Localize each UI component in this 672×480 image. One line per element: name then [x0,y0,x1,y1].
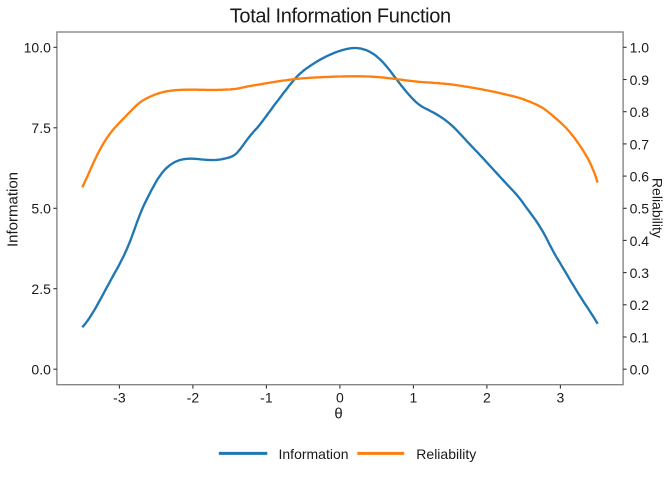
svg-text:0.9: 0.9 [630,72,650,88]
svg-text:Information: Information [5,172,22,247]
svg-text:Information: Information [279,446,349,462]
svg-text:0.8: 0.8 [630,104,650,120]
svg-text:Reliability: Reliability [650,178,666,238]
svg-text:0.0: 0.0 [630,362,650,378]
svg-text:θ: θ [334,405,342,422]
svg-text:7.5: 7.5 [31,120,51,136]
svg-text:-1: -1 [260,389,273,405]
svg-text:0.3: 0.3 [630,265,650,281]
svg-text:2: 2 [483,389,491,405]
svg-text:0: 0 [336,389,344,405]
svg-text:0.2: 0.2 [630,297,650,313]
svg-text:1.0: 1.0 [630,40,650,56]
svg-text:Total Information Function: Total Information Function [230,5,451,27]
svg-text:0.1: 0.1 [630,329,650,345]
svg-text:0.0: 0.0 [31,362,51,378]
svg-text:0.5: 0.5 [630,201,650,217]
svg-text:0.6: 0.6 [630,169,650,185]
svg-text:3: 3 [557,389,565,405]
svg-text:10.0: 10.0 [24,40,51,56]
svg-text:2.5: 2.5 [31,281,51,297]
svg-text:-2: -2 [187,389,200,405]
svg-text:5.0: 5.0 [31,201,51,217]
svg-text:0.4: 0.4 [630,233,650,249]
svg-text:-3: -3 [113,389,126,405]
svg-text:1: 1 [410,389,418,405]
svg-text:0.7: 0.7 [630,136,650,152]
svg-text:Reliability: Reliability [416,446,476,462]
